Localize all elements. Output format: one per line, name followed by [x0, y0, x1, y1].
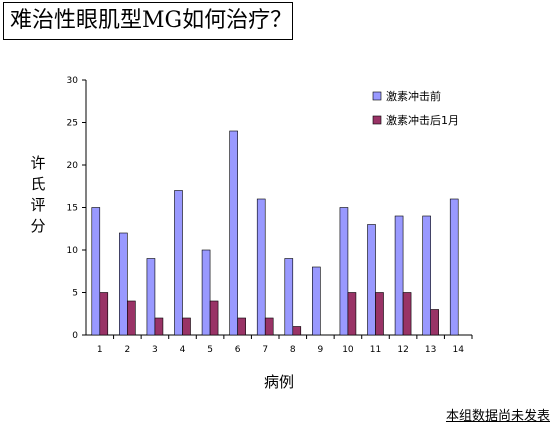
bar-series-1-case-14 — [449, 198, 459, 336]
bar-series-1-case-12 — [394, 215, 404, 336]
x-axis-label: 病例 — [264, 373, 294, 391]
x-tick-label: 12 — [397, 345, 408, 355]
bar-series-1-case-2 — [119, 232, 128, 336]
bar-series-1-case-7 — [256, 198, 266, 336]
legend-swatch-1 — [372, 91, 382, 101]
footnote: 本组数据尚未发表 — [445, 409, 550, 424]
x-tick-label: 9 — [317, 345, 323, 355]
legend-label-2: 激素冲击后1月 — [386, 113, 459, 127]
y-axis-label-char: 分 — [30, 217, 45, 235]
legend-swatch-2 — [372, 115, 382, 125]
bar-series-2-case-12 — [402, 292, 412, 336]
legend-label-1: 激素冲击前 — [386, 89, 441, 103]
y-axis-label-char: 氏 — [30, 175, 45, 193]
x-tick-label: 6 — [235, 345, 241, 355]
bar-series-1-case-13 — [422, 215, 431, 336]
bar-series-1-case-3 — [146, 258, 156, 336]
x-tick-label: 1 — [97, 345, 103, 355]
x-tick-labels: 1 2 3 4 5 6 7 8 9 10 11 12 13 14 — [97, 345, 464, 355]
bar-series-2-case-2 — [127, 300, 136, 336]
x-tick-label: 2 — [124, 345, 130, 355]
bar-series-1-case-10 — [339, 207, 349, 336]
bar-series-1-case-1 — [91, 207, 101, 336]
bar-series-1-case-11 — [367, 224, 376, 336]
y-tick-label: 5 — [72, 289, 78, 299]
bar-series-2-case-3 — [154, 317, 164, 336]
bar-series-2-case-13 — [430, 309, 439, 336]
x-tick-label: 13 — [425, 345, 436, 355]
bar-series-2-case-7 — [264, 317, 274, 336]
x-tick-label: 5 — [207, 345, 213, 355]
y-axis-label-char: 评 — [30, 196, 45, 214]
bar-series-2-case-4 — [182, 317, 191, 336]
bar-series-1-case-9 — [312, 266, 321, 336]
bar-series-2-case-11 — [375, 292, 384, 336]
x-tick-label: 4 — [180, 345, 186, 355]
x-tick-label: 14 — [452, 345, 464, 355]
x-tick-label: 11 — [370, 345, 381, 355]
y-tick-labels: 0 5 10 15 20 25 30 — [67, 76, 79, 341]
y-tick-label: 0 — [72, 331, 78, 341]
y-tick-label: 25 — [67, 119, 78, 129]
slide-title: 难治性眼肌型MG如何治疗？ — [3, 2, 293, 40]
chart-bars — [91, 130, 459, 336]
y-tick-label: 15 — [67, 204, 78, 214]
bar-series-2-case-10 — [347, 292, 357, 336]
bar-series-2-case-5 — [209, 300, 219, 336]
bar-series-1-case-4 — [174, 190, 183, 336]
bar-series-1-case-8 — [284, 258, 294, 336]
y-axis-label-char: 许 — [30, 154, 45, 172]
y-tick-label: 10 — [67, 246, 79, 256]
x-tick-label: 7 — [262, 345, 268, 355]
bar-series-2-case-1 — [99, 292, 109, 336]
bar-series-2-case-6 — [237, 317, 246, 336]
bar-series-1-case-6 — [229, 130, 238, 336]
y-tick-label: 30 — [67, 76, 79, 86]
x-tick-label: 8 — [290, 345, 296, 355]
x-tick-label: 10 — [342, 345, 354, 355]
bar-series-2-case-8 — [292, 326, 302, 336]
bar-series-1-case-5 — [201, 249, 211, 336]
y-tick-label: 20 — [67, 161, 79, 171]
x-tick-label: 3 — [152, 345, 158, 355]
